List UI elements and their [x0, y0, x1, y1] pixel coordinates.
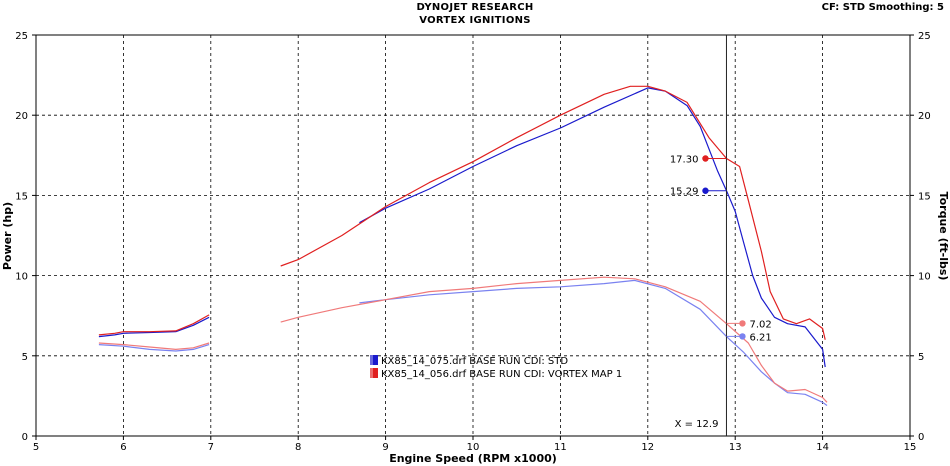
- legend-swatch-highlight: [370, 368, 373, 378]
- readout-marker: [739, 320, 746, 327]
- x-tick-label: 10: [467, 442, 480, 453]
- cursor-layer: X = 12.9 17.30 15.29 7.02 6.21: [670, 35, 772, 436]
- y-axis-right-ticks: 0 5 10 15 20 25: [910, 31, 931, 443]
- readout-marker: [702, 155, 709, 162]
- x-tick-label: 7: [208, 442, 214, 453]
- series-line-torque-std: [98, 316, 210, 338]
- y-tick-label-left: 10: [15, 272, 28, 283]
- legend-label: KX85_14_075.drf BASE RUN CDI: STD: [381, 356, 568, 367]
- correction-factor-info: CF: STD Smoothing: 5: [821, 2, 944, 13]
- legend-label: KX85_14_056.drf BASE RUN CDI: VORTEX MAP…: [381, 369, 622, 380]
- x-tick-label: 5: [33, 442, 39, 453]
- x-axis-ticks: 5 6 7 8 9 10 11 12 13 14 15: [33, 436, 917, 453]
- x-axis-label: Engine Speed (RPM x1000): [389, 452, 557, 465]
- chart-subtitle: VORTEX IGNITIONS: [419, 15, 531, 26]
- chart-title: DYNOJET RESEARCH: [416, 2, 534, 13]
- x-tick-label: 14: [816, 442, 829, 453]
- legend-swatch: [370, 368, 378, 378]
- series-line-power-std: [98, 344, 210, 352]
- legend-swatch: [370, 355, 378, 365]
- y-tick-label-right: 20: [918, 111, 931, 122]
- y-tick-label-left: 20: [15, 111, 28, 122]
- readout-label: 6.21: [749, 332, 771, 343]
- y-tick-label-left: 15: [15, 191, 28, 202]
- y-tick-label-left: 25: [15, 31, 28, 42]
- series-layer: [98, 85, 828, 406]
- readout-marker: [702, 187, 709, 194]
- series-line-power-std: [359, 279, 828, 406]
- y-axis-left-ticks: 0 5 10 15 20 25: [15, 31, 36, 443]
- y-tick-label-right: 25: [918, 31, 931, 42]
- x-tick-label: 6: [120, 442, 126, 453]
- readout-label: 17.30: [670, 155, 699, 166]
- readout-marker: [739, 333, 746, 340]
- y-axis-left-label: Power (hp): [1, 202, 14, 270]
- readout-label: 15.29: [670, 187, 699, 198]
- y-tick-label-right: 15: [918, 191, 931, 202]
- y-tick-label-right: 0: [918, 432, 924, 443]
- y-tick-label-right: 5: [918, 352, 924, 363]
- x-tick-label: 13: [729, 442, 742, 453]
- series-line-torque-std: [359, 87, 826, 368]
- series-line-torque-vortex: [280, 85, 826, 340]
- x-tick-label: 12: [641, 442, 654, 453]
- x-tick-label: 11: [554, 442, 567, 453]
- legend: KX85_14_075.drf BASE RUN CDI: STD KX85_14…: [370, 355, 622, 380]
- y-tick-label-left: 0: [22, 432, 28, 443]
- legend-swatch-highlight: [370, 355, 373, 365]
- x-tick-label: 9: [382, 442, 388, 453]
- series-line-power-vortex: [98, 342, 210, 350]
- y-axis-right-label: Torque (ft-lbs): [937, 192, 950, 281]
- y-tick-label-right: 10: [918, 272, 931, 283]
- x-tick-label: 15: [904, 442, 917, 453]
- grid: [36, 35, 910, 436]
- series-line-torque-vortex: [98, 314, 210, 336]
- series-line-power-vortex: [280, 276, 828, 403]
- x-tick-label: 8: [295, 442, 301, 453]
- cursor-label: X = 12.9: [675, 419, 719, 430]
- y-tick-label-left: 5: [22, 352, 28, 363]
- readout-label: 7.02: [749, 319, 771, 330]
